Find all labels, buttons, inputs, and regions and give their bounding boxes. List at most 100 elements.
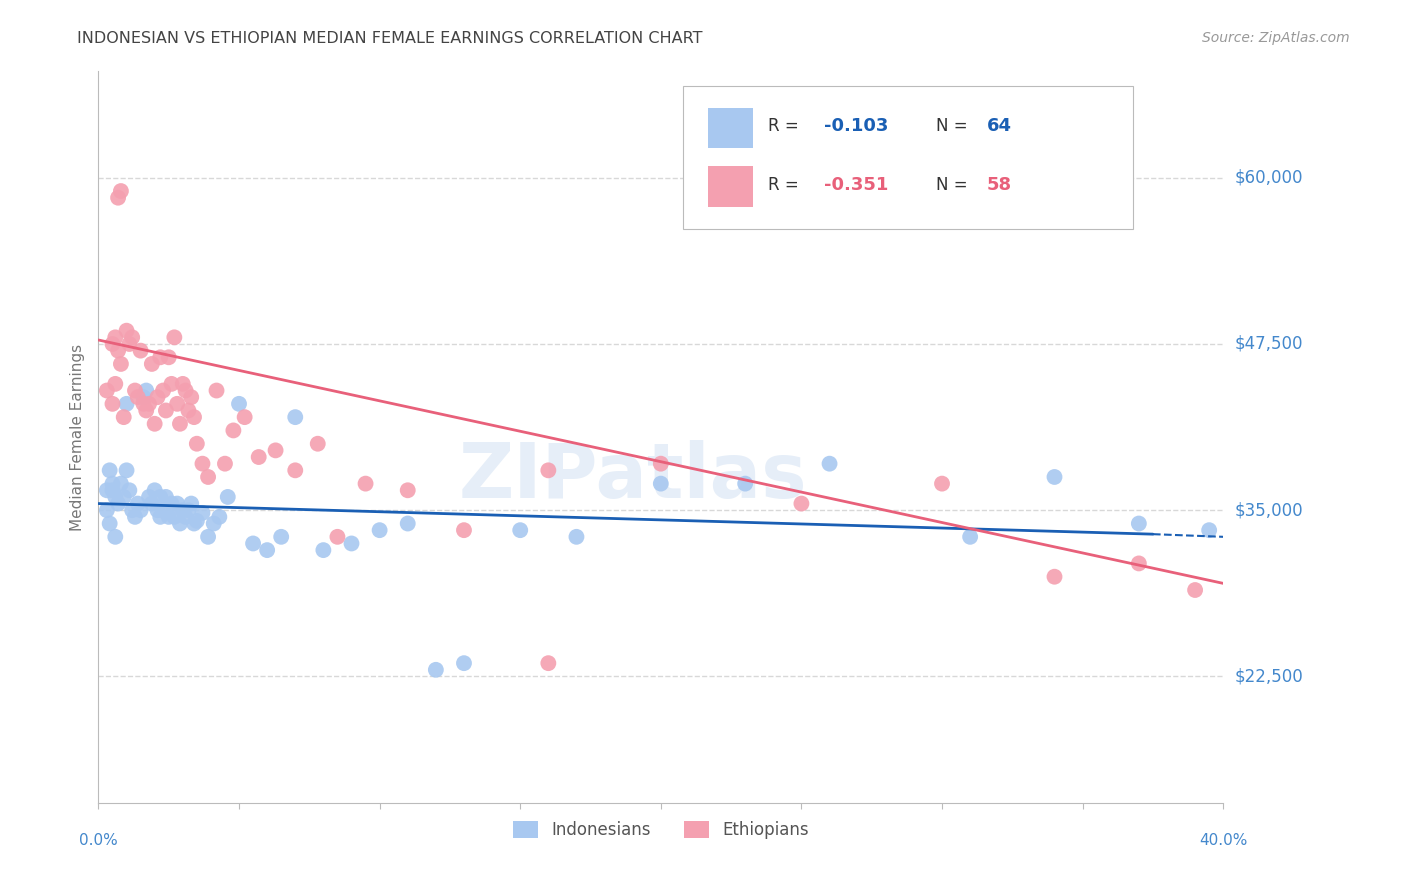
Text: $22,500: $22,500 <box>1234 667 1303 685</box>
Point <box>307 436 329 450</box>
Point <box>110 357 132 371</box>
Text: -0.103: -0.103 <box>824 117 889 136</box>
Point <box>284 410 307 425</box>
Point <box>453 523 475 537</box>
Point <box>141 497 163 511</box>
Point <box>143 417 166 431</box>
Point <box>565 530 588 544</box>
Point <box>104 376 127 391</box>
Point <box>734 476 756 491</box>
Point <box>152 503 174 517</box>
Point <box>650 457 672 471</box>
Point <box>149 509 172 524</box>
Point <box>132 390 155 404</box>
Point <box>1128 557 1150 571</box>
Point <box>205 384 228 398</box>
Point <box>177 403 200 417</box>
Point <box>110 476 132 491</box>
FancyBboxPatch shape <box>683 86 1133 228</box>
Point <box>132 397 155 411</box>
Point <box>101 476 124 491</box>
Point <box>96 503 118 517</box>
Point <box>197 470 219 484</box>
Text: 58: 58 <box>987 176 1012 194</box>
Point <box>197 530 219 544</box>
Point <box>177 503 200 517</box>
Point <box>160 497 183 511</box>
Point <box>121 330 143 344</box>
Point <box>149 351 172 365</box>
FancyBboxPatch shape <box>709 108 754 148</box>
Text: N =: N = <box>936 176 973 194</box>
Point <box>138 490 160 504</box>
Point <box>959 530 981 544</box>
Point <box>222 424 245 438</box>
Y-axis label: Median Female Earnings: Median Female Earnings <box>69 343 84 531</box>
Point <box>157 351 180 365</box>
Point <box>115 463 138 477</box>
Point <box>155 403 177 417</box>
Point <box>208 509 231 524</box>
Text: Source: ZipAtlas.com: Source: ZipAtlas.com <box>1202 31 1350 45</box>
Point <box>425 663 447 677</box>
Point <box>340 536 363 550</box>
Point <box>98 516 121 531</box>
Text: $60,000: $60,000 <box>1234 169 1303 186</box>
Text: 40.0%: 40.0% <box>1199 833 1247 848</box>
Point <box>174 509 197 524</box>
Point <box>118 337 141 351</box>
Point <box>537 463 560 477</box>
Point <box>217 490 239 504</box>
Text: $35,000: $35,000 <box>1234 501 1303 519</box>
Point <box>1128 516 1150 531</box>
Point <box>104 530 127 544</box>
Point <box>650 476 672 491</box>
Point <box>146 503 169 517</box>
Point <box>1184 582 1206 597</box>
Point <box>101 397 124 411</box>
Point <box>129 503 152 517</box>
Point <box>115 324 138 338</box>
Point <box>256 543 278 558</box>
Text: R =: R = <box>768 117 804 136</box>
Point <box>202 516 225 531</box>
Point <box>183 410 205 425</box>
Point <box>931 476 953 491</box>
Point <box>124 384 146 398</box>
Point <box>270 530 292 544</box>
Point <box>1198 523 1220 537</box>
Point <box>146 390 169 404</box>
Point <box>172 376 194 391</box>
Point <box>124 509 146 524</box>
Point <box>104 490 127 504</box>
Point <box>135 384 157 398</box>
Text: -0.351: -0.351 <box>824 176 889 194</box>
Point <box>160 376 183 391</box>
Point <box>509 523 531 537</box>
Point <box>214 457 236 471</box>
Point <box>284 463 307 477</box>
Point <box>107 497 129 511</box>
Text: N =: N = <box>936 117 973 136</box>
Point <box>354 476 377 491</box>
Legend: Indonesians, Ethiopians: Indonesians, Ethiopians <box>506 814 815 846</box>
Point <box>155 490 177 504</box>
Point <box>1043 470 1066 484</box>
Text: INDONESIAN VS ETHIOPIAN MEDIAN FEMALE EARNINGS CORRELATION CHART: INDONESIAN VS ETHIOPIAN MEDIAN FEMALE EA… <box>77 31 703 46</box>
Point <box>191 457 214 471</box>
Point <box>104 330 127 344</box>
Point <box>166 397 188 411</box>
Text: ZIPatlas: ZIPatlas <box>458 440 807 514</box>
FancyBboxPatch shape <box>709 167 754 207</box>
Point <box>183 516 205 531</box>
Point <box>1043 570 1066 584</box>
Point <box>264 443 287 458</box>
Point <box>101 483 124 498</box>
Point <box>127 390 149 404</box>
Point <box>242 536 264 550</box>
Text: R =: R = <box>768 176 804 194</box>
Point <box>107 343 129 358</box>
Point <box>110 184 132 198</box>
Point <box>121 503 143 517</box>
Point <box>96 384 118 398</box>
